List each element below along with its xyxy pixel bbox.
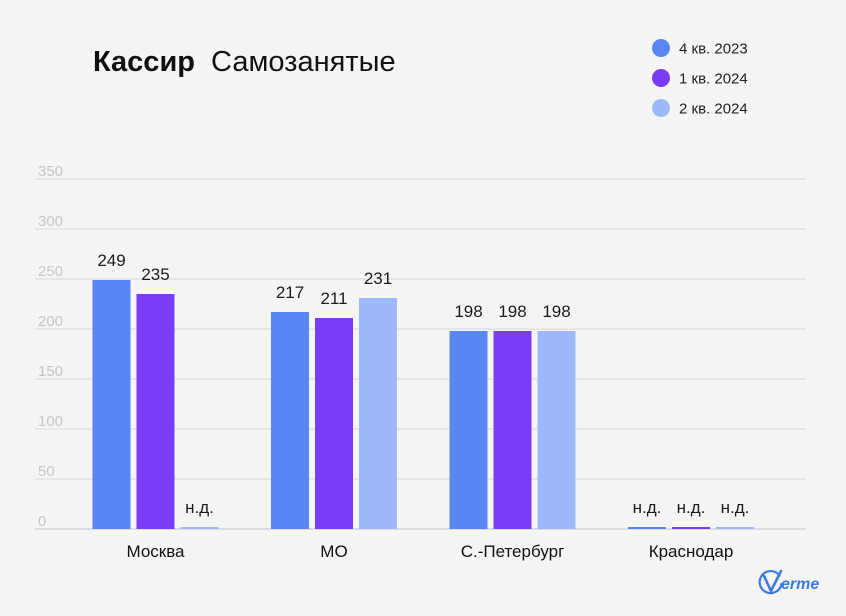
bar-cat2-series1 — [493, 331, 532, 529]
verme-logo: erme — [758, 569, 819, 595]
bars-layer — [92, 280, 754, 529]
legend-item-series-2: 2 кв. 2024 — [652, 99, 748, 118]
data-label-cat0-series1: 235 — [141, 265, 169, 284]
category-labels-layer: Москва МО С.-Петербург Краснодар — [126, 542, 733, 561]
bar-cat2-series0 — [449, 331, 488, 529]
logo-ring — [758, 569, 783, 595]
y-tick-label: 100 — [38, 413, 63, 430]
bar-cat0-series1 — [136, 294, 175, 529]
legend-label-series-1: 1 кв. 2024 — [679, 71, 748, 88]
legend: 4 кв. 2023 1 кв. 2024 2 кв. 2024 — [652, 39, 748, 118]
legend-item-series-0: 4 кв. 2023 — [652, 39, 748, 58]
y-tick-label: 300 — [38, 213, 63, 230]
chart-title-bold: Кассир — [93, 46, 195, 78]
data-label-cat0-series2: н.д. — [185, 498, 214, 517]
bar-cat0-series2 — [180, 527, 219, 529]
data-label-cat2-series2: 198 — [542, 302, 570, 321]
data-label-cat1-series0: 217 — [276, 283, 304, 302]
bar-cat0-series0 — [92, 280, 131, 529]
legend-label-series-2: 2 кв. 2024 — [679, 101, 748, 118]
y-tick-label: 200 — [38, 313, 63, 330]
data-labels-layer: 249 235 н.д. 217 211 231 198 198 198 н.д. н.д. н.д. — [97, 251, 749, 517]
legend-swatch-series-1 — [652, 69, 670, 87]
legend-swatch-series-2 — [652, 99, 670, 117]
category-label: МО — [320, 542, 347, 561]
category-label: Краснодар — [649, 542, 734, 561]
data-label-cat0-series0: 249 — [97, 251, 125, 270]
category-label: Москва — [126, 542, 185, 561]
category-label: С.-Петербург — [461, 542, 565, 561]
bar-cat3-series0 — [628, 527, 666, 529]
data-label-cat1-series1: 211 — [320, 289, 347, 308]
data-label-cat3-series2: н.д. — [721, 498, 750, 517]
data-label-cat3-series0: н.д. — [633, 498, 662, 517]
legend-item-series-1: 1 кв. 2024 — [652, 69, 748, 88]
y-tick-label: 50 — [38, 463, 55, 480]
y-tick-label: 250 — [38, 263, 63, 280]
data-label-cat2-series1: 198 — [498, 302, 526, 321]
bar-cat1-series1 — [315, 318, 353, 529]
bar-cat3-series1 — [672, 527, 710, 529]
y-tick-label: 350 — [38, 163, 63, 180]
verme-logo-icon — [758, 569, 783, 595]
legend-label-series-0: 4 кв. 2023 — [679, 41, 748, 58]
bar-cat3-series2 — [716, 527, 754, 529]
legend-swatch-series-0 — [652, 39, 670, 57]
logo-wordmark: erme — [781, 576, 819, 593]
y-tick-label: 150 — [38, 363, 63, 380]
data-label-cat3-series1: н.д. — [677, 498, 706, 517]
chart-title: Кассир Самозанятые — [93, 46, 396, 78]
data-label-cat1-series2: 231 — [364, 269, 392, 288]
y-tick-label: 0 — [38, 513, 46, 530]
bar-cat1-series0 — [271, 312, 309, 529]
gridlines-layer: 0 50 100 150 200 250 300 350 — [35, 163, 806, 530]
chart-title-regular: Самозанятые — [211, 46, 396, 78]
bar-cat2-series2 — [537, 331, 576, 529]
bar-cat1-series2 — [359, 298, 397, 529]
logo-v-mark — [762, 569, 783, 593]
data-label-cat2-series0: 198 — [454, 302, 482, 321]
